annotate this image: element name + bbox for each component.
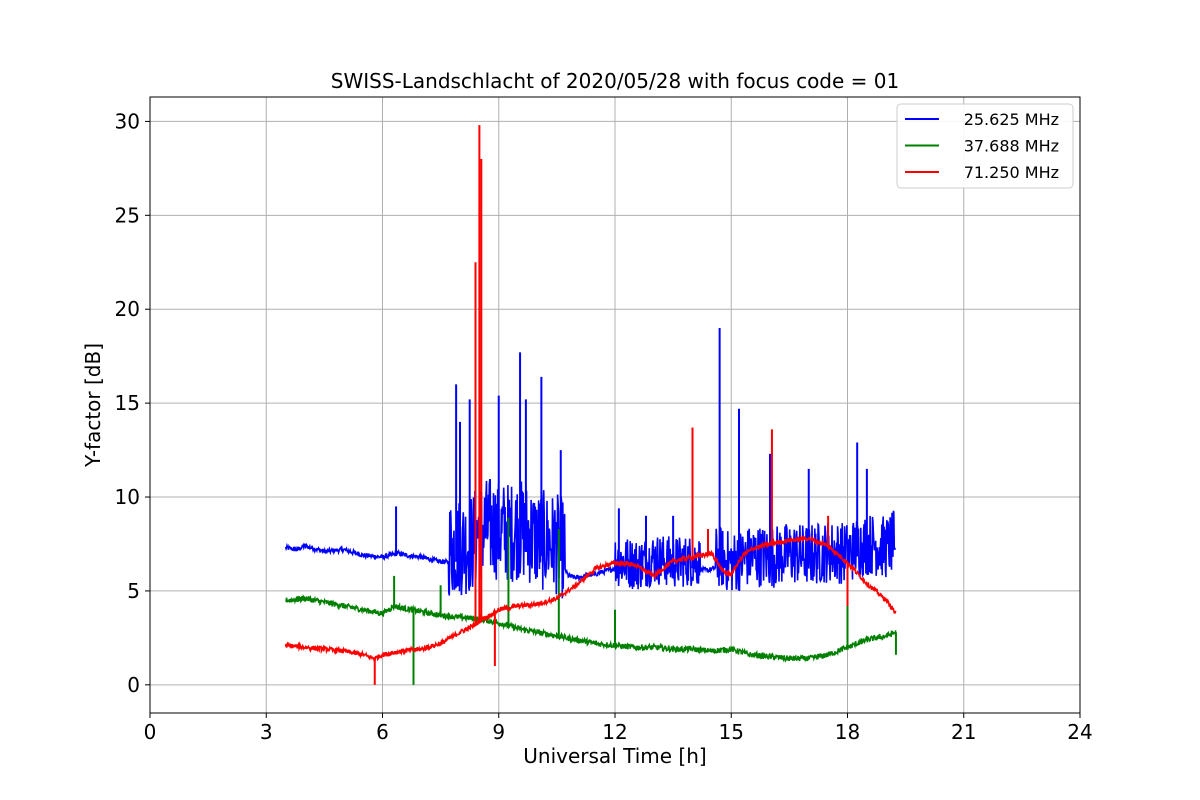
y-tick-label: 25 [115, 203, 140, 227]
legend-box [896, 103, 1074, 189]
x-tick-label: 12 [602, 720, 627, 744]
y-tick-label: 30 [115, 109, 140, 133]
x-tick-label: 21 [951, 720, 976, 744]
series-line [285, 517, 897, 685]
y-tick-label: 5 [127, 579, 140, 603]
x-tick-label: 3 [260, 720, 273, 744]
y-axis-label: Y-factor [dB] [81, 343, 105, 468]
series-line [284, 125, 897, 685]
plot-lines [284, 125, 897, 685]
chart-title: SWISS-Landschlacht of 2020/05/28 with fo… [331, 69, 899, 93]
x-tick-label: 9 [492, 720, 505, 744]
x-tick-label: 6 [376, 720, 389, 744]
series-line [284, 328, 896, 599]
legend: 25.625 MHz 37.688 MHz 71.250 MHz [896, 103, 1074, 189]
y-axis: 0 5 10 15 20 25 30 [115, 109, 150, 697]
y-tick-label: 15 [115, 391, 140, 415]
legend-label: 71.250 MHz [964, 163, 1059, 182]
x-axis-label: Universal Time [h] [523, 744, 706, 768]
x-axis: 0 3 6 9 12 15 18 21 24 [144, 713, 1093, 744]
x-tick-label: 18 [835, 720, 860, 744]
legend-label: 25.625 MHz [964, 110, 1059, 129]
x-tick-label: 24 [1067, 720, 1092, 744]
series-path [285, 594, 897, 663]
x-tick-label: 15 [719, 720, 744, 744]
y-tick-label: 10 [115, 485, 140, 509]
y-tick-label: 20 [115, 297, 140, 321]
series-path [284, 535, 897, 663]
legend-label: 37.688 MHz [964, 137, 1059, 156]
x-tick-label: 0 [144, 720, 157, 744]
y-tick-label: 0 [127, 673, 140, 697]
